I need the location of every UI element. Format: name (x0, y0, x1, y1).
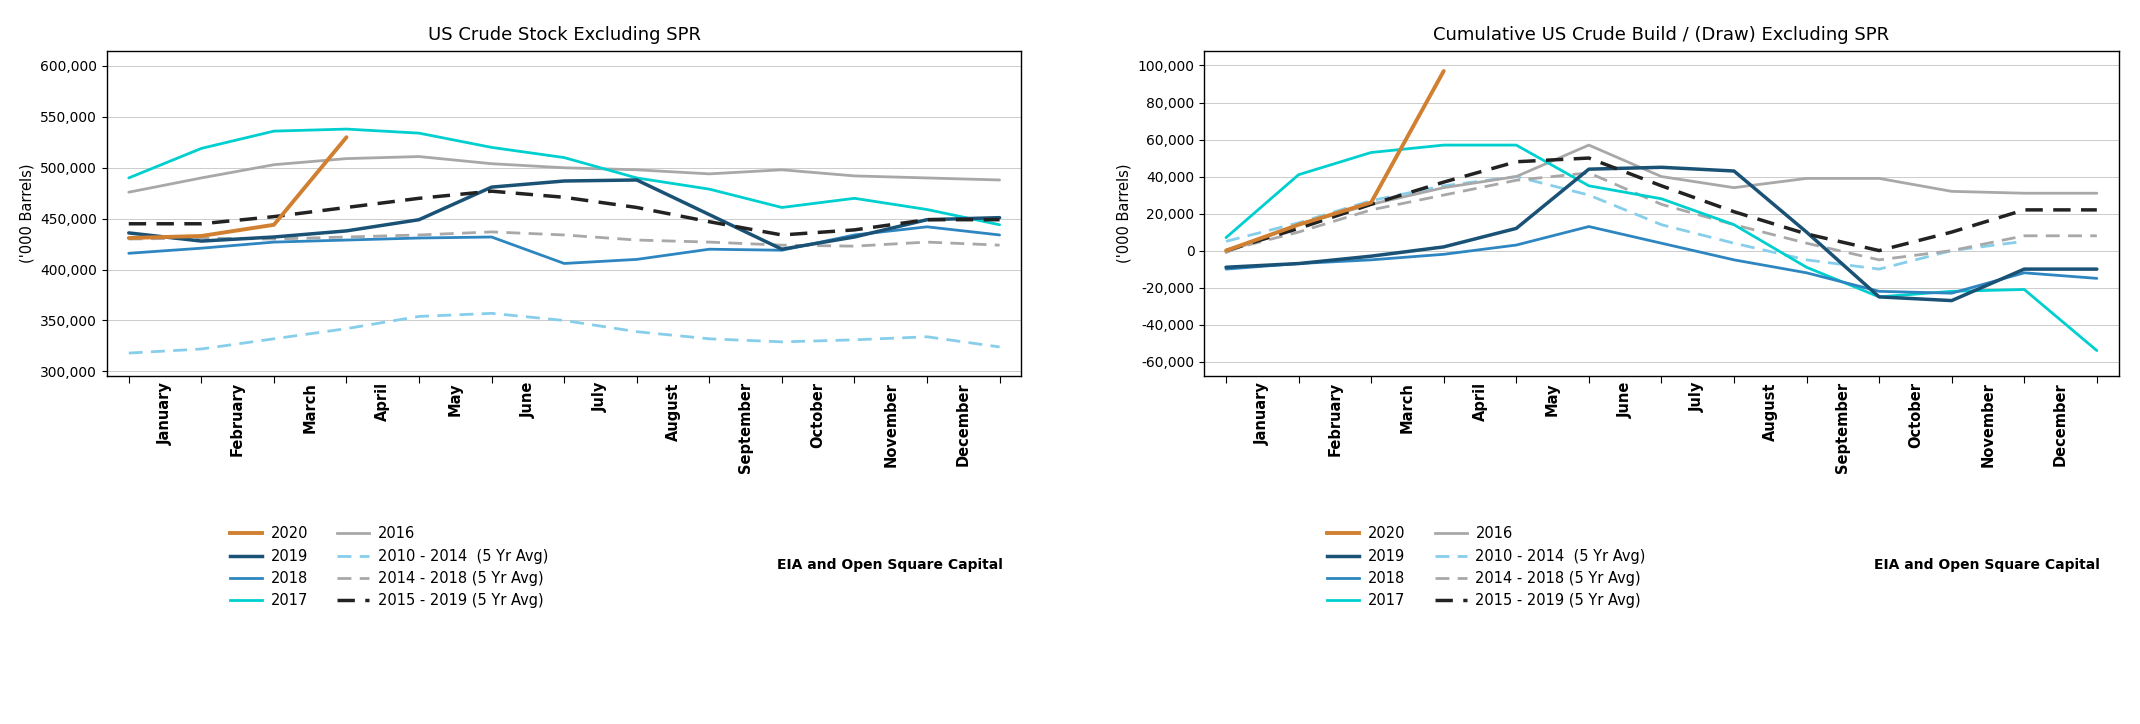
Legend: 2020, 2019, 2018, 2017, 2016, 2010 - 2014  (5 Yr Avg), 2014 - 2018 (5 Yr Avg), 2: 2020, 2019, 2018, 2017, 2016, 2010 - 201… (1320, 521, 1652, 614)
Text: EIA and Open Square Capital: EIA and Open Square Capital (777, 558, 1004, 572)
Y-axis label: ('000 Barrels): ('000 Barrels) (19, 164, 34, 264)
Title: Cumulative US Crude Build / (Draw) Excluding SPR: Cumulative US Crude Build / (Draw) Exclu… (1434, 25, 1890, 43)
Legend: 2020, 2019, 2018, 2017, 2016, 2010 - 2014  (5 Yr Avg), 2014 - 2018 (5 Yr Avg), 2: 2020, 2019, 2018, 2017, 2016, 2010 - 201… (225, 521, 554, 614)
Title: US Crude Stock Excluding SPR: US Crude Stock Excluding SPR (428, 25, 700, 43)
Y-axis label: ('000 Barrels): ('000 Barrels) (1117, 164, 1132, 264)
Text: EIA and Open Square Capital: EIA and Open Square Capital (1875, 558, 2099, 572)
